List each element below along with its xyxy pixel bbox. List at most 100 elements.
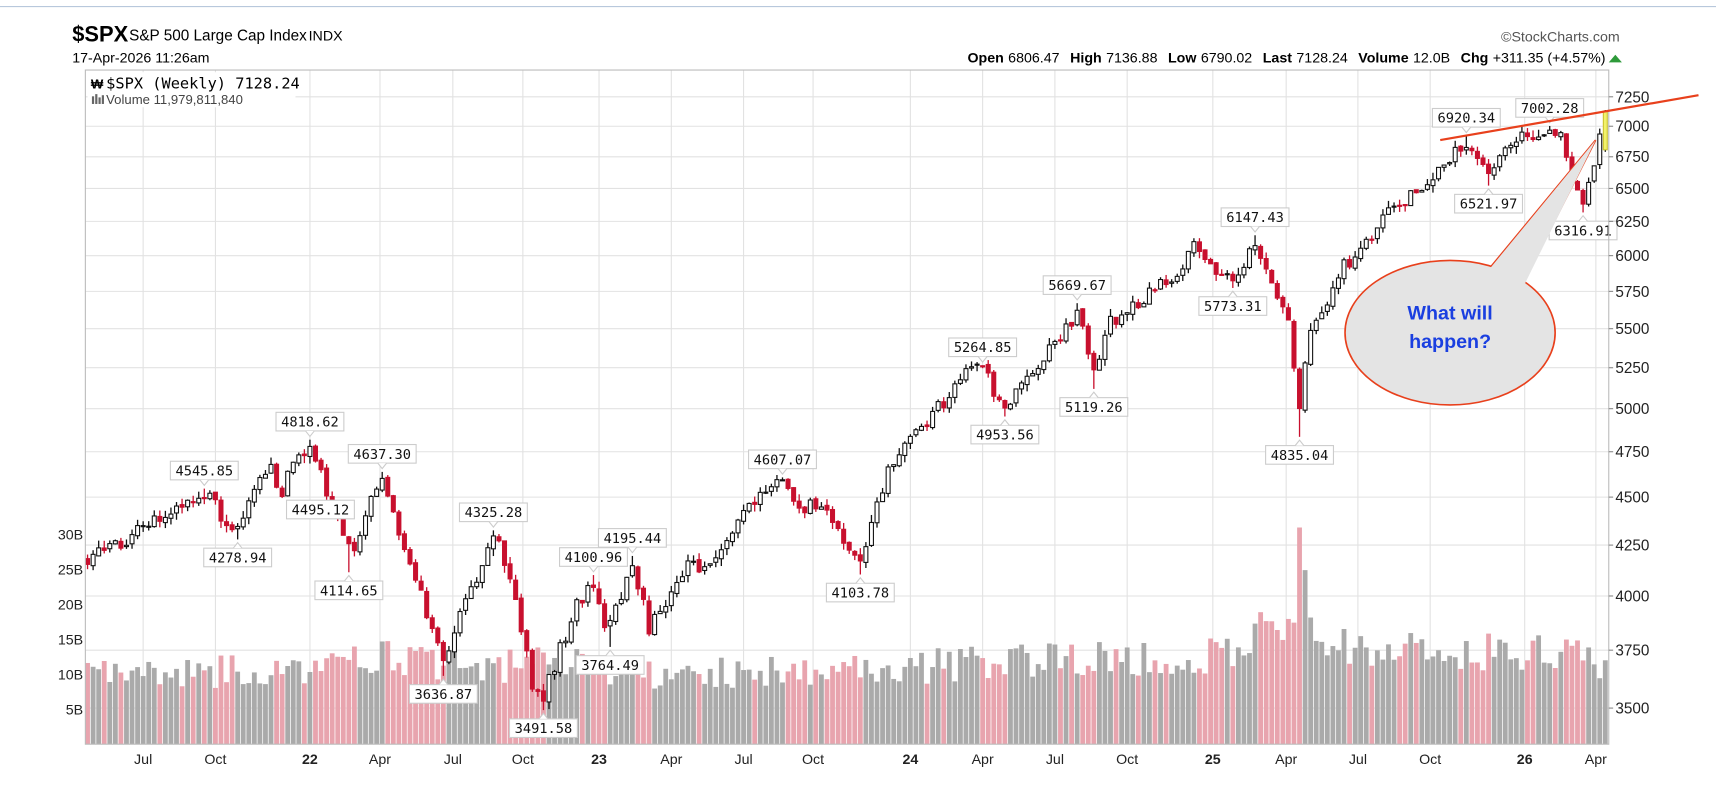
candle-body: [1441, 164, 1447, 168]
candle-body: [429, 617, 435, 630]
candle-body: [96, 547, 102, 557]
price-annotation: 5119.26: [1059, 391, 1129, 417]
candle-body: [1491, 167, 1497, 176]
volume-bar: [1424, 659, 1430, 745]
y-tick-label: 7000: [1615, 119, 1649, 136]
volume-bar: [518, 668, 524, 745]
volume-bar: [1091, 670, 1097, 745]
candle-body: [463, 598, 469, 611]
volume-bar: [363, 668, 368, 745]
candle-body: [629, 565, 635, 577]
annotation-label: 4607.07: [754, 452, 812, 468]
volume-bar: [1597, 678, 1603, 745]
volume-bar: [1525, 660, 1530, 745]
annotation-label: 5773.31: [1204, 299, 1262, 315]
volume-bar: [880, 668, 885, 745]
candle-body: [774, 479, 780, 488]
volume-bar: [507, 649, 513, 745]
volume-bar: [935, 648, 941, 745]
annotation-label: 3636.87: [415, 687, 473, 703]
volume-tick-label: 25B: [58, 563, 83, 579]
volume-bar: [390, 670, 396, 745]
volume-bar: [1486, 633, 1491, 745]
candle-body: [146, 525, 152, 528]
candle-body: [1208, 258, 1214, 265]
volume-bar: [146, 661, 152, 745]
candle-body: [1419, 189, 1425, 193]
volume-bar: [196, 663, 202, 745]
candle-body: [424, 590, 430, 619]
candle-body: [1019, 382, 1025, 390]
candle-body: [1574, 180, 1581, 191]
annotation-pointer: [605, 649, 615, 657]
price-annotation: 6521.97: [1454, 188, 1524, 214]
annotation-pointer: [488, 521, 499, 528]
candle-body: [1202, 249, 1208, 260]
candle-body: [318, 459, 324, 471]
candle-body: [262, 473, 268, 479]
candle-body: [1580, 189, 1586, 205]
candle-body: [1241, 266, 1247, 276]
candle-body: [868, 521, 874, 546]
volume-bar: [1475, 662, 1480, 745]
annotation-label: 4818.62: [281, 415, 339, 431]
volume-bar: [1219, 647, 1225, 745]
candle-body: [1347, 259, 1353, 268]
volume-bar: [969, 646, 974, 745]
candle-body: [251, 488, 257, 503]
candle-body: [1046, 344, 1052, 362]
volume-bar: [618, 660, 624, 745]
volume-bar: [941, 668, 947, 745]
annotation-pointer: [232, 541, 243, 549]
candle-body: [85, 558, 91, 565]
volume-bar: [874, 681, 880, 745]
candle-body: [1424, 184, 1430, 190]
volume-bar: [1269, 621, 1275, 745]
volume-bar: [1441, 660, 1447, 745]
price-annotation: 5669.67: [1042, 275, 1112, 301]
candle-body: [807, 499, 813, 514]
annotation-label: 4103.78: [832, 585, 890, 601]
volume-bar: [112, 663, 118, 745]
candle-body: [1530, 137, 1536, 141]
annotation-pointer: [777, 468, 788, 475]
volume-bar: [863, 659, 869, 745]
candle-body: [485, 547, 491, 566]
volume-tick-label: 10B: [58, 668, 83, 684]
candle-body: [1274, 283, 1280, 299]
volume-bar: [985, 677, 991, 745]
volume-tick-label: 5B: [66, 703, 83, 719]
annotation-box: [558, 547, 628, 567]
volume-bar: [568, 667, 574, 745]
candle-body: [1258, 245, 1264, 259]
volume-bar: [1158, 673, 1163, 745]
volume-bar: [307, 671, 313, 745]
volume-bar: [190, 676, 196, 745]
volume-bar: [435, 679, 441, 745]
price-annotation: 4835.04: [1265, 439, 1335, 465]
candle-body: [235, 525, 241, 530]
y-tick-label: 4500: [1615, 490, 1649, 507]
candle-body: [624, 576, 630, 601]
x-tick-label: Oct: [1419, 752, 1441, 768]
x-tick-label: 25: [1205, 752, 1221, 768]
y-tick-label: 6000: [1615, 248, 1649, 265]
candle-body: [957, 379, 963, 384]
volume-bar: [646, 661, 652, 745]
volume-bar: [135, 667, 140, 745]
volume-bar: [1363, 647, 1369, 745]
volume-bar: [791, 663, 797, 745]
volume-bar: [1575, 640, 1580, 745]
volume-bar: [257, 683, 263, 745]
volume-bar: [1380, 659, 1386, 745]
candle-body: [457, 610, 463, 634]
candle-body: [1041, 360, 1047, 371]
candle-body: [735, 519, 741, 534]
index-name: S&P 500 Large Cap Index: [129, 27, 307, 44]
candle-body: [579, 599, 585, 604]
volume-bar: [274, 660, 279, 745]
volume-bars: [85, 527, 1608, 745]
volume-bar: [691, 671, 696, 745]
volume-bar: [468, 666, 474, 745]
volume-bar: [802, 660, 808, 745]
